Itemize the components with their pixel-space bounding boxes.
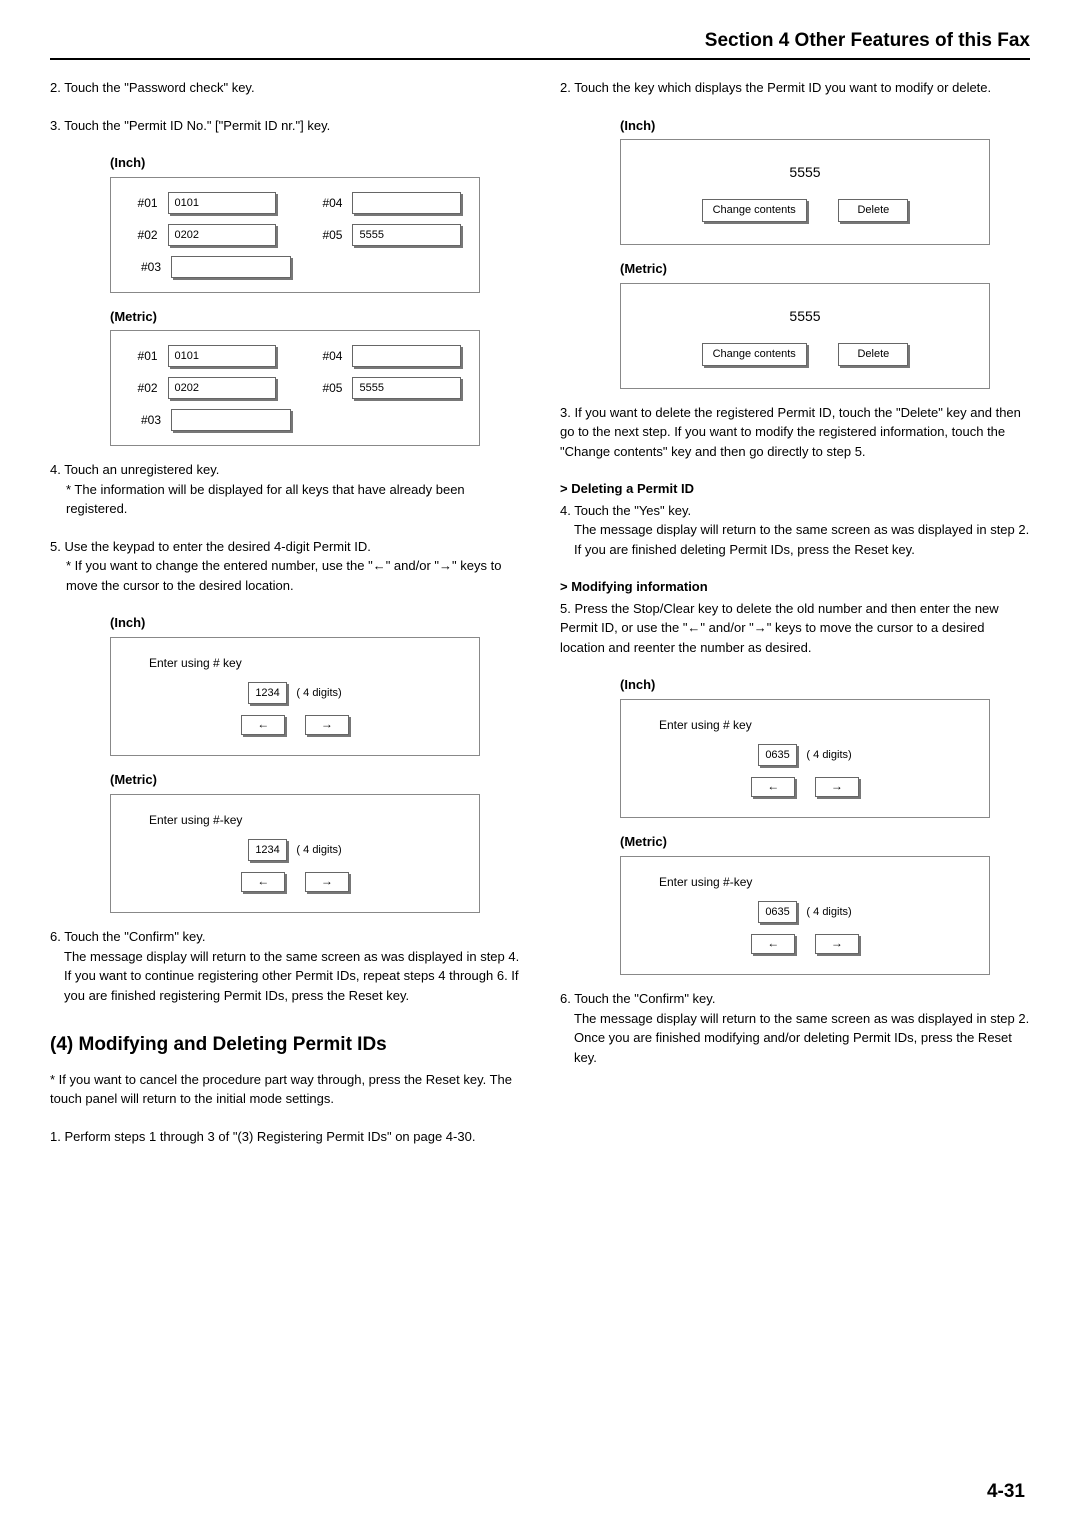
subsection-heading: (4) Modifying and Deleting Permit IDs — [50, 1031, 520, 1060]
id-display: 5555 — [639, 154, 971, 199]
right-step6: 6. Touch the "Confirm" key. The message … — [560, 989, 1030, 1067]
left-step3: 3. Touch the "Permit ID No." ["Permit ID… — [50, 116, 520, 136]
section-title: Section 4 Other Features of this Fax — [50, 30, 1030, 52]
page-header: Section 4 Other Features of this Fax — [50, 30, 1030, 60]
enter-metric-panel: Enter using #-key 1234 ( 4 digits) ← → — [110, 794, 480, 914]
field03[interactable] — [171, 256, 291, 278]
right-step4: 4. Touch the "Yes" key. The message disp… — [560, 501, 1030, 560]
right-metric-panel: 5555 Change contents Delete — [620, 283, 990, 389]
hash01: #01 — [129, 194, 158, 212]
right-enter-metric: Enter using #-key 0635 ( 4 digits) ← → — [620, 856, 990, 976]
right-enter-inch: Enter using # key 0635 ( 4 digits) ← → — [620, 699, 990, 819]
arrow-right-button[interactable]: → — [305, 715, 349, 735]
page-number: 4-31 — [987, 1481, 1025, 1503]
left-step5: 5. Use the keypad to enter the desired 4… — [50, 537, 520, 596]
inch-label: (Inch) — [110, 153, 520, 173]
hash03: #03 — [129, 258, 161, 276]
right-step5: 5. Press the Stop/Clear key to delete th… — [560, 599, 1030, 658]
right-inch-panel: 5555 Change contents Delete — [620, 139, 990, 245]
arrow-left-button[interactable]: ← — [241, 715, 285, 735]
right-step3: 3. If you want to delete the registered … — [560, 403, 1030, 462]
deleting-heading: > Deleting a Permit ID — [560, 479, 1030, 499]
field05[interactable]: 5555 — [352, 224, 461, 246]
content-columns: 2. Touch the "Password check" key. 3. To… — [50, 78, 1030, 1164]
inch-panel: #01 0101 #04 #02 0202 #05 5555 #03 — [110, 177, 480, 293]
metric-label: (Metric) — [110, 307, 520, 327]
right-column: 2. Touch the key which displays the Perm… — [560, 78, 1030, 1164]
field01[interactable]: 0101 — [168, 192, 277, 214]
digit-input[interactable]: 1234 — [248, 682, 286, 705]
left-step6: 6. Touch the "Confirm" key. The message … — [50, 927, 520, 1005]
metric-panel: #01 0101 #04 #02 0202 #05 5555 #03 — [110, 330, 480, 446]
left-step4: 4. Touch an unregistered key. * The info… — [50, 460, 520, 519]
enter-inch-panel: Enter using # key 1234 ( 4 digits) ← → — [110, 637, 480, 757]
field04[interactable] — [352, 192, 461, 214]
left-column: 2. Touch the "Password check" key. 3. To… — [50, 78, 520, 1164]
hash04: #04 — [314, 194, 343, 212]
field02[interactable]: 0202 — [168, 224, 277, 246]
delete-button[interactable]: Delete — [838, 199, 908, 222]
left-step2: 2. Touch the "Password check" key. — [50, 78, 520, 98]
hash02: #02 — [129, 226, 158, 244]
hash05: #05 — [314, 226, 343, 244]
modifying-heading: > Modifying information — [560, 577, 1030, 597]
right-step2: 2. Touch the key which displays the Perm… — [560, 78, 1030, 98]
change-contents-button[interactable]: Change contents — [702, 199, 807, 222]
